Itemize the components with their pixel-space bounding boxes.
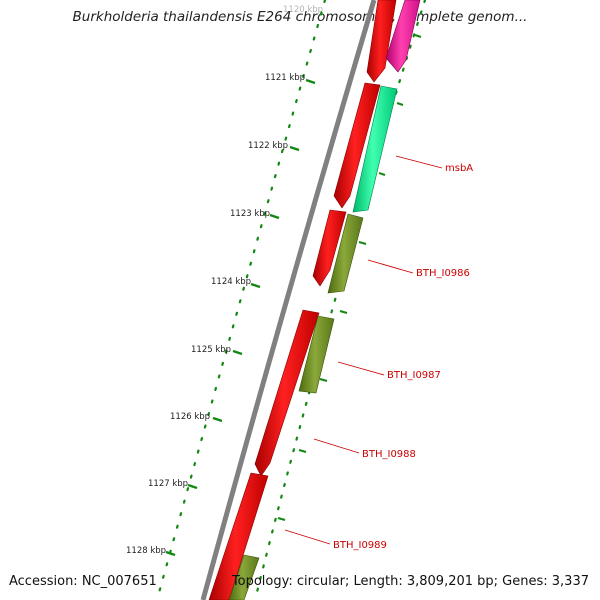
scale-label-1127: 1127 kbp	[148, 479, 188, 489]
gene-red-4[interactable]	[254, 309, 320, 477]
scale-labels: 1120 kbp 1121 kbp 1122 kbp 1123 kbp 1124…	[126, 5, 323, 556]
leader-BTH_I0986	[367, 259, 414, 274]
leader-msbA	[395, 155, 443, 169]
scale-label-1126: 1126 kbp	[170, 412, 210, 422]
leader-BTH_I0989	[284, 529, 331, 545]
scale-ticks	[165, 78, 316, 557]
gene-BTH_I0986[interactable]	[327, 213, 364, 294]
leader-BTH_I0987	[337, 361, 385, 376]
scale-label-1121: 1121 kbp	[265, 73, 305, 83]
scale-label-1123: 1123 kbp	[230, 209, 270, 219]
leader-BTH_I0988	[313, 438, 360, 454]
scale-label-1120: 1120 kbp	[283, 5, 323, 15]
scale-track	[155, 0, 327, 600]
scale-label-1122: 1122 kbp	[248, 141, 288, 151]
gene-red-2[interactable]	[333, 82, 381, 209]
gene-msbA[interactable]	[352, 85, 398, 213]
scale-label-1128: 1128 kbp	[126, 546, 166, 556]
genome-backbone	[200, 0, 377, 600]
accession-text: Accession: NC_007651	[9, 574, 157, 589]
scale-label-1125: 1125 kbp	[191, 345, 231, 355]
gene-olive-bottom[interactable]	[228, 554, 260, 600]
inner-dot-track	[253, 0, 427, 600]
gene-red-5[interactable]	[208, 472, 269, 600]
gene-red-1[interactable]	[366, 0, 397, 83]
gene-BTH_I0987[interactable]	[298, 315, 335, 394]
label-msbA: msbA	[445, 163, 473, 174]
label-BTH_I0988: BTH_I0988	[362, 449, 416, 460]
label-BTH_I0987: BTH_I0987	[387, 370, 441, 381]
topology-summary: Topology: circular; Length: 3,809,201 bp…	[231, 574, 589, 589]
gene-labels: msbA BTH_I0986 BTH_I0987 BTH_I0988 BTH_I…	[284, 155, 473, 551]
scale-label-1124: 1124 kbp	[211, 277, 251, 287]
inner-tick-marks	[277, 34, 422, 521]
outer-gene-track	[208, 0, 397, 600]
gene-magenta[interactable]	[385, 0, 421, 73]
gene-red-3[interactable]	[312, 209, 347, 287]
label-BTH_I0986: BTH_I0986	[416, 268, 470, 279]
inner-gene-track	[228, 0, 421, 600]
label-BTH_I0989: BTH_I0989	[333, 540, 387, 551]
